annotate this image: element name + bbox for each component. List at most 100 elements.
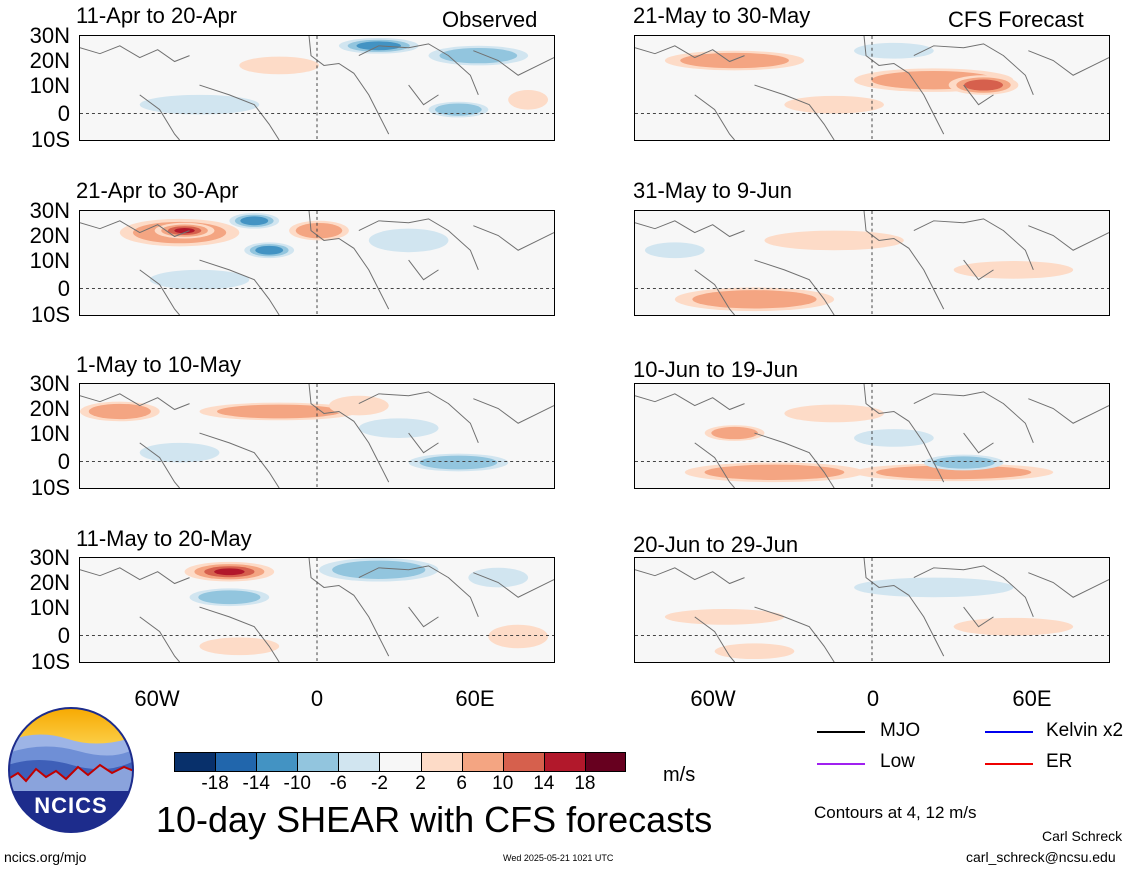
coastline (863, 558, 945, 657)
colorbar-tick: 18 (574, 773, 596, 794)
shear-positive-area (217, 404, 342, 419)
colorbar-swatch (461, 752, 503, 772)
coastline (139, 269, 180, 315)
coastline (80, 393, 190, 411)
lat-label: 10S (30, 127, 70, 152)
shear-positive-area (88, 403, 151, 420)
coastline (635, 393, 745, 411)
lat-label: 0 (57, 276, 70, 301)
legend-line-mjo (817, 731, 865, 733)
shear-negative-area (240, 216, 269, 226)
lon-label-0-left: 0 (310, 686, 324, 711)
coastline (199, 84, 280, 140)
shear-map-obs-4 (79, 557, 555, 663)
colorbar-tick: -10 (283, 773, 311, 794)
coastline (913, 565, 1034, 618)
coastline (1028, 398, 1109, 424)
legend-label-er: ER (1046, 751, 1073, 772)
lat-label: 20N (29, 570, 70, 595)
coastline (358, 218, 479, 271)
lat-label: 0 (57, 449, 70, 474)
lat-label: 30N (29, 545, 70, 570)
colorbar-swatch (502, 752, 544, 772)
coastline (754, 259, 835, 315)
lat-label: 0 (57, 101, 70, 126)
lat-label: 10N (29, 248, 70, 273)
panel-title-obs-4: 11-May to 20-May (76, 526, 252, 551)
coastline (963, 84, 994, 106)
coastline (913, 391, 1034, 444)
colorbar-swatch (215, 752, 257, 772)
lon-label-60w-right: 60W (690, 686, 736, 711)
shear-negative-area (854, 577, 1014, 598)
shear-positive-area (714, 643, 795, 660)
coastline (358, 565, 479, 618)
colorbar-tick: 2 (415, 773, 426, 794)
shear-positive-area (953, 261, 1074, 279)
colorbar-tick: 6 (456, 773, 467, 794)
shear-positive-area (664, 609, 785, 625)
lat-label: 0 (57, 623, 70, 648)
shear-negative-area (854, 42, 934, 59)
coastline (358, 391, 479, 444)
legend-line-er (985, 763, 1033, 765)
panel-title-fcst-3: 10-Jun to 19-Jun (633, 357, 799, 382)
coastline (635, 45, 745, 63)
lat-label: 10S (30, 649, 70, 674)
lat-label: 20N (29, 48, 70, 73)
panel-title-fcst-4: 20-Jun to 29-Jun (633, 532, 799, 557)
shear-negative-area (468, 567, 529, 588)
shear-positive-area (214, 568, 245, 576)
shear-negative-area (368, 228, 449, 253)
coastline (308, 211, 390, 310)
coastline (473, 50, 554, 76)
shear-positive-area (174, 227, 195, 234)
coastline (408, 606, 439, 628)
colorbar-swatch (297, 752, 339, 772)
coastline (80, 220, 190, 238)
shear-map-obs-1 (79, 35, 555, 141)
shear-negative-area (139, 442, 220, 463)
coastline (80, 45, 190, 63)
coastline (694, 94, 735, 140)
shear-map-fcst-3 (634, 383, 1110, 489)
colorbar-swatch (379, 752, 421, 772)
colorbar-tick: -6 (329, 773, 347, 794)
coastline (80, 567, 190, 585)
colorbar-swatch (256, 752, 298, 772)
lat-label: 10N (29, 595, 70, 620)
shear-positive-area (711, 426, 758, 440)
footer-timestamp: Wed 2025-05-21 1021 UTC (503, 853, 614, 863)
coastline (473, 225, 554, 251)
shear-positive-area (295, 222, 343, 239)
ncics-logo[interactable]: NCICS (8, 707, 134, 833)
panel-title-obs-1: 11-Apr to 20-Apr (76, 3, 238, 28)
shear-positive-area (953, 617, 1074, 636)
coastline (694, 616, 735, 662)
footer-email[interactable]: carl_schreck@ncsu.edu (966, 849, 1116, 865)
coastline (408, 432, 439, 454)
coastline (963, 606, 994, 628)
coastline (863, 384, 945, 483)
lat-label: 30N (29, 198, 70, 223)
coastline (754, 432, 835, 488)
shear-positive-area (328, 395, 389, 416)
coastline (199, 432, 280, 488)
coastline (1028, 572, 1109, 598)
coastline (139, 442, 180, 488)
colorbar-swatch (174, 752, 216, 772)
coastline (308, 36, 390, 135)
colorbar-swatch (543, 752, 585, 772)
coastline (863, 36, 945, 135)
coastline (358, 43, 479, 96)
legend-line-low (817, 763, 865, 765)
footer-url[interactable]: ncics.org/mjo (4, 849, 87, 865)
coastline (694, 442, 735, 488)
coastline (635, 220, 745, 238)
lon-label-60e-left: 60E (455, 686, 495, 711)
lat-label: 20N (29, 396, 70, 421)
shear-positive-area (680, 52, 789, 69)
legend-line-kelvin (985, 731, 1033, 733)
legend-label-low: Low (880, 751, 915, 772)
shear-negative-area (255, 245, 284, 255)
